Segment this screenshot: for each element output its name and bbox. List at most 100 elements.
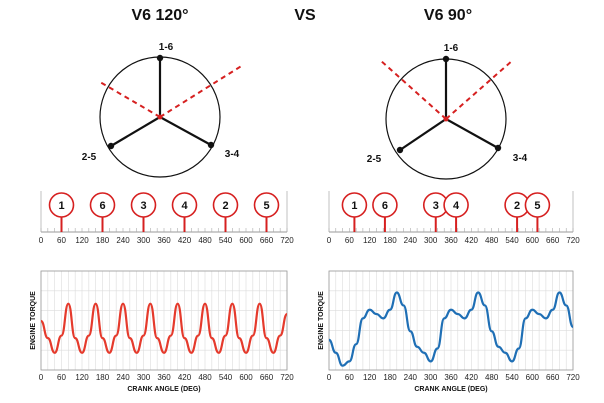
cyl-label-left-2-5: 2-5: [82, 152, 97, 163]
bank-line-left-a: [99, 81, 161, 118]
crank-diagram-left: 1-6 2-5 3-4: [82, 42, 244, 178]
torque-left-torque-line: [40, 302, 289, 354]
torque-right-tick-label: 300: [424, 373, 438, 382]
torque-left-x-axis-title: CRANK ANGLE (DEG): [127, 386, 200, 393]
torque-right-tick-label: 600: [526, 373, 540, 382]
firing-right-tick-label: 60: [345, 236, 354, 245]
firing-left-tick-label: 300: [137, 236, 151, 245]
firing-left-tick-label: 420: [178, 236, 192, 245]
torque-left-tick-label: 480: [198, 373, 212, 382]
cyl-label-right-3-4: 3-4: [513, 153, 528, 164]
firing-left-tick-label: 360: [157, 236, 171, 245]
crank-arm-right-2-5: [399, 118, 447, 151]
torque-left-tick-label: 540: [219, 373, 233, 382]
torque-left-tick-label: 660: [260, 373, 274, 382]
cyl-label-right-2-5: 2-5: [367, 154, 382, 165]
firing-left-tick-label: 240: [116, 236, 130, 245]
bank-line-right-a: [379, 59, 447, 120]
title-right: V6 90°: [424, 7, 472, 24]
firing-right-marker-label-1: 1: [351, 200, 357, 212]
torque-left-y-axis-title: ENGINE TORQUE: [30, 291, 37, 350]
torque-left-tick-label: 420: [178, 373, 192, 382]
bank-line-left-b: [159, 64, 244, 118]
firing-left-tick-label: 720: [280, 236, 294, 245]
firing-left-tick-label: 0: [39, 236, 44, 245]
firing-right-tick-label: 660: [546, 236, 560, 245]
torque-right-tick-label: 240: [404, 373, 418, 382]
title-left: V6 120°: [131, 7, 188, 24]
firing-right-tick-label: 300: [424, 236, 438, 245]
firing-left-marker-label-1: 1: [58, 200, 64, 212]
torque-right-frame: [328, 270, 574, 371]
firing-right-tick-label: 420: [465, 236, 479, 245]
torque-right-tick-label: 180: [383, 373, 397, 382]
torque-left-tick-label: 300: [137, 373, 151, 382]
firing-right-tick-label: 720: [566, 236, 580, 245]
crank-center-right: [443, 116, 449, 122]
firing-left-tick-label: 600: [239, 236, 253, 245]
firing-left-marker-cyl-6: [89, 192, 116, 218]
firing-right-tick-label: 0: [327, 236, 332, 245]
firing-right-marker-label-2: 2: [514, 200, 520, 212]
crank-pin-right-3-4: [494, 144, 502, 152]
crank-pin-left-2-5: [107, 142, 115, 150]
firing-left-marker-label-4: 4: [181, 200, 188, 212]
firing-right-tick-label: 240: [404, 236, 418, 245]
torque-right-x-axis-title: CRANK ANGLE (DEG): [414, 386, 487, 393]
torque-left-tick-label: 180: [96, 373, 110, 382]
firing-right-tick-label: 180: [383, 236, 397, 245]
torque-right-tick-label: 0: [327, 373, 332, 382]
firing-right-marker-label-5: 5: [534, 200, 540, 212]
crank-diagram-right: 1-6 2-5 3-4: [367, 43, 528, 180]
firing-left-tick-label: 540: [219, 236, 233, 245]
firing-left-tick-label: 120: [75, 236, 89, 245]
cyl-label-left-3-4: 3-4: [225, 149, 240, 160]
firing-right-marker-cyl-5: [524, 192, 551, 218]
cyl-label-right-1-6: 1-6: [444, 43, 459, 54]
torque-right-tick-label: 360: [444, 373, 458, 382]
crank-pin-right-1-6: [442, 55, 450, 63]
firing-strip-right: 1 6 3 4 2 5 0 60 120 180 240 300 360 420 480 540 600 660 7…: [327, 191, 580, 245]
firing-left-tick-label: 660: [260, 236, 274, 245]
torque-left-tick-label: 240: [116, 373, 130, 382]
torque-left-tick-label: 120: [75, 373, 89, 382]
firing-left-marker-cyl-2: [212, 192, 239, 218]
firing-left-marker-cyl-3: [130, 192, 157, 218]
firing-right-tick-label: 360: [444, 236, 458, 245]
title-vs: VS: [294, 7, 316, 24]
firing-left-tick-label: 180: [96, 236, 110, 245]
torque-chart-right: 0 60 120 180 240 300 360 420 480 540 600 660 720 CRAN…: [318, 270, 580, 393]
firing-right-marker-cyl-4: [443, 192, 469, 218]
crank-arm-right-3-4: [445, 118, 499, 149]
firing-right-marker-label-6: 6: [382, 200, 388, 212]
firing-strip-left: 1 6 3 4 2 5 0 60 120 180 240 300 360 420 480 540 600 660 7…: [39, 191, 294, 245]
crank-center-left: [157, 114, 163, 120]
torque-left-tick-label: 720: [280, 373, 294, 382]
cyl-label-left-1-6: 1-6: [159, 42, 174, 53]
torque-right-tick-label: 480: [485, 373, 499, 382]
crank-arm-left-2-5: [110, 116, 161, 147]
crank-arm-left-3-4: [159, 116, 212, 146]
torque-right-y-axis-title: ENGINE TORQUE: [318, 291, 325, 350]
torque-left-tick-label: 0: [39, 373, 44, 382]
bank-line-right-b: [445, 59, 514, 120]
firing-left-tick-label: 480: [198, 236, 212, 245]
firing-right-marker-cyl-1: [341, 192, 368, 218]
torque-left-tick-label: 600: [239, 373, 253, 382]
torque-right-tick-label: 660: [546, 373, 560, 382]
firing-right-tick-label: 600: [526, 236, 540, 245]
torque-right-tick-label: 540: [505, 373, 519, 382]
torque-left-tick-label: 360: [157, 373, 171, 382]
firing-right-marker-label-4: 4: [453, 200, 460, 212]
firing-left-marker-cyl-4: [171, 192, 198, 218]
firing-left-marker-label-6: 6: [99, 200, 105, 212]
crank-pin-left-3-4: [207, 141, 215, 149]
torque-right-torque-line: [328, 291, 575, 367]
firing-left-marker-cyl-5: [253, 192, 280, 218]
firing-left-tick-label: 60: [57, 236, 66, 245]
torque-right-tick-label: 120: [363, 373, 377, 382]
firing-left-marker-cyl-1: [48, 192, 75, 218]
torque-right-tick-label: 720: [566, 373, 580, 382]
firing-left-marker-label-2: 2: [222, 200, 228, 212]
